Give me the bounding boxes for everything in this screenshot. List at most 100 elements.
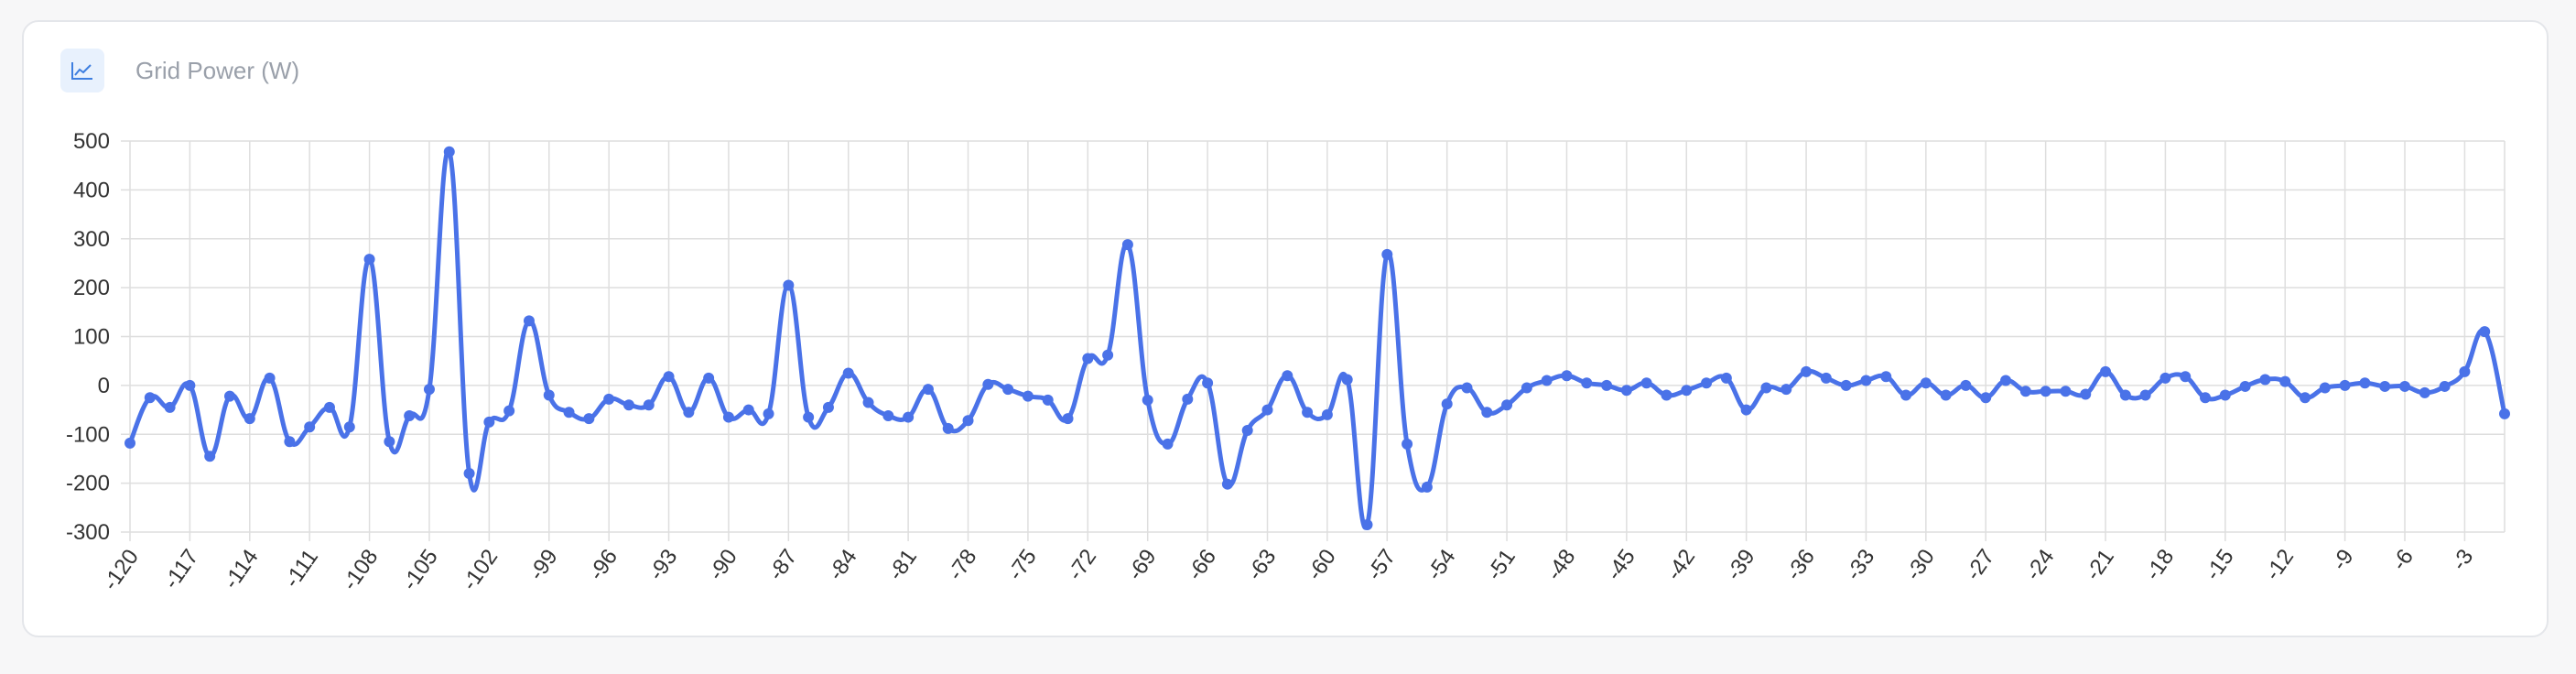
data-point[interactable]	[363, 254, 375, 266]
data-point[interactable]	[2319, 382, 2331, 394]
data-point[interactable]	[1022, 390, 1034, 402]
data-point[interactable]	[503, 405, 515, 417]
data-point[interactable]	[523, 315, 535, 327]
data-point[interactable]	[2279, 375, 2291, 387]
data-point[interactable]	[1920, 377, 1932, 389]
data-point[interactable]	[2219, 389, 2231, 401]
data-point[interactable]	[1461, 382, 1473, 394]
data-point[interactable]	[1202, 377, 1214, 389]
data-point[interactable]	[1601, 379, 1613, 391]
data-point[interactable]	[1620, 385, 1632, 397]
data-point[interactable]	[264, 372, 276, 384]
data-point[interactable]	[304, 421, 316, 433]
data-point[interactable]	[862, 397, 874, 408]
data-point[interactable]	[2379, 380, 2391, 392]
data-point[interactable]	[1661, 389, 1672, 401]
data-point[interactable]	[1361, 518, 1373, 530]
data-point[interactable]	[164, 401, 176, 413]
data-point[interactable]	[2080, 388, 2092, 400]
data-point[interactable]	[1501, 399, 1513, 411]
data-point[interactable]	[643, 399, 655, 411]
data-point[interactable]	[603, 393, 615, 405]
data-point[interactable]	[2300, 392, 2311, 404]
data-point[interactable]	[742, 404, 754, 416]
data-point[interactable]	[1801, 365, 1813, 377]
data-point[interactable]	[1521, 382, 1532, 394]
data-point[interactable]	[2439, 380, 2451, 392]
data-point[interactable]	[2139, 389, 2151, 401]
data-point[interactable]	[1681, 385, 1693, 397]
data-point[interactable]	[2040, 386, 2051, 397]
data-point[interactable]	[124, 437, 135, 449]
data-point[interactable]	[323, 401, 335, 413]
data-point[interactable]	[903, 411, 915, 423]
data-point[interactable]	[2419, 386, 2430, 398]
data-point[interactable]	[1980, 392, 1992, 404]
data-point[interactable]	[942, 422, 954, 434]
data-point[interactable]	[2000, 375, 2012, 386]
data-point[interactable]	[703, 372, 715, 384]
data-point[interactable]	[1900, 389, 1912, 401]
data-point[interactable]	[962, 415, 974, 427]
data-point[interactable]	[763, 408, 774, 419]
data-point[interactable]	[2159, 372, 2171, 384]
data-point[interactable]	[563, 407, 575, 419]
data-point[interactable]	[1740, 404, 1752, 416]
data-point[interactable]	[2119, 389, 2131, 401]
data-point[interactable]	[1321, 408, 1333, 420]
data-point[interactable]	[922, 384, 934, 396]
data-point[interactable]	[583, 413, 595, 425]
data-point[interactable]	[1960, 379, 1972, 391]
data-point[interactable]	[2180, 371, 2192, 383]
data-point[interactable]	[184, 379, 196, 391]
data-point[interactable]	[722, 411, 734, 423]
data-point[interactable]	[1561, 370, 1573, 382]
data-point[interactable]	[822, 401, 834, 413]
data-point[interactable]	[223, 390, 235, 402]
data-point[interactable]	[1182, 393, 1194, 405]
data-point[interactable]	[1701, 377, 1713, 389]
data-point[interactable]	[842, 367, 854, 379]
data-point[interactable]	[1241, 424, 1253, 436]
data-point[interactable]	[2399, 380, 2411, 392]
data-point[interactable]	[1780, 384, 1792, 396]
data-point[interactable]	[1042, 394, 1054, 406]
data-point[interactable]	[783, 279, 795, 291]
data-point[interactable]	[204, 451, 216, 462]
data-point[interactable]	[1121, 239, 1133, 251]
data-point[interactable]	[443, 146, 455, 158]
data-point[interactable]	[2100, 365, 2112, 377]
data-point[interactable]	[1102, 349, 1114, 361]
data-point[interactable]	[384, 436, 395, 448]
data-point[interactable]	[2459, 365, 2471, 377]
data-point[interactable]	[1341, 374, 1353, 386]
data-point[interactable]	[1481, 407, 1493, 419]
data-point[interactable]	[803, 411, 815, 423]
data-point[interactable]	[1082, 353, 1094, 364]
data-point[interactable]	[683, 407, 695, 419]
data-point[interactable]	[1162, 438, 1174, 450]
data-point[interactable]	[1441, 398, 1453, 410]
data-point[interactable]	[1820, 372, 1832, 384]
data-point[interactable]	[2060, 386, 2072, 397]
data-point[interactable]	[1760, 382, 1772, 394]
data-point[interactable]	[2019, 386, 2031, 397]
data-point[interactable]	[1421, 481, 1433, 493]
data-point[interactable]	[2339, 379, 2351, 391]
data-point[interactable]	[1860, 375, 1872, 386]
data-point[interactable]	[622, 399, 634, 411]
data-point[interactable]	[2200, 392, 2212, 404]
data-point[interactable]	[2359, 377, 2371, 389]
data-point[interactable]	[2259, 374, 2271, 386]
data-point[interactable]	[1381, 248, 1393, 260]
data-point[interactable]	[882, 409, 894, 421]
data-point[interactable]	[1302, 407, 1314, 419]
data-point[interactable]	[483, 416, 495, 428]
data-point[interactable]	[982, 378, 994, 390]
data-point[interactable]	[463, 467, 475, 479]
data-point[interactable]	[1221, 478, 1233, 490]
data-point[interactable]	[1840, 379, 1852, 391]
data-point[interactable]	[1261, 404, 1273, 416]
data-point[interactable]	[1581, 377, 1593, 389]
data-point[interactable]	[144, 392, 156, 404]
